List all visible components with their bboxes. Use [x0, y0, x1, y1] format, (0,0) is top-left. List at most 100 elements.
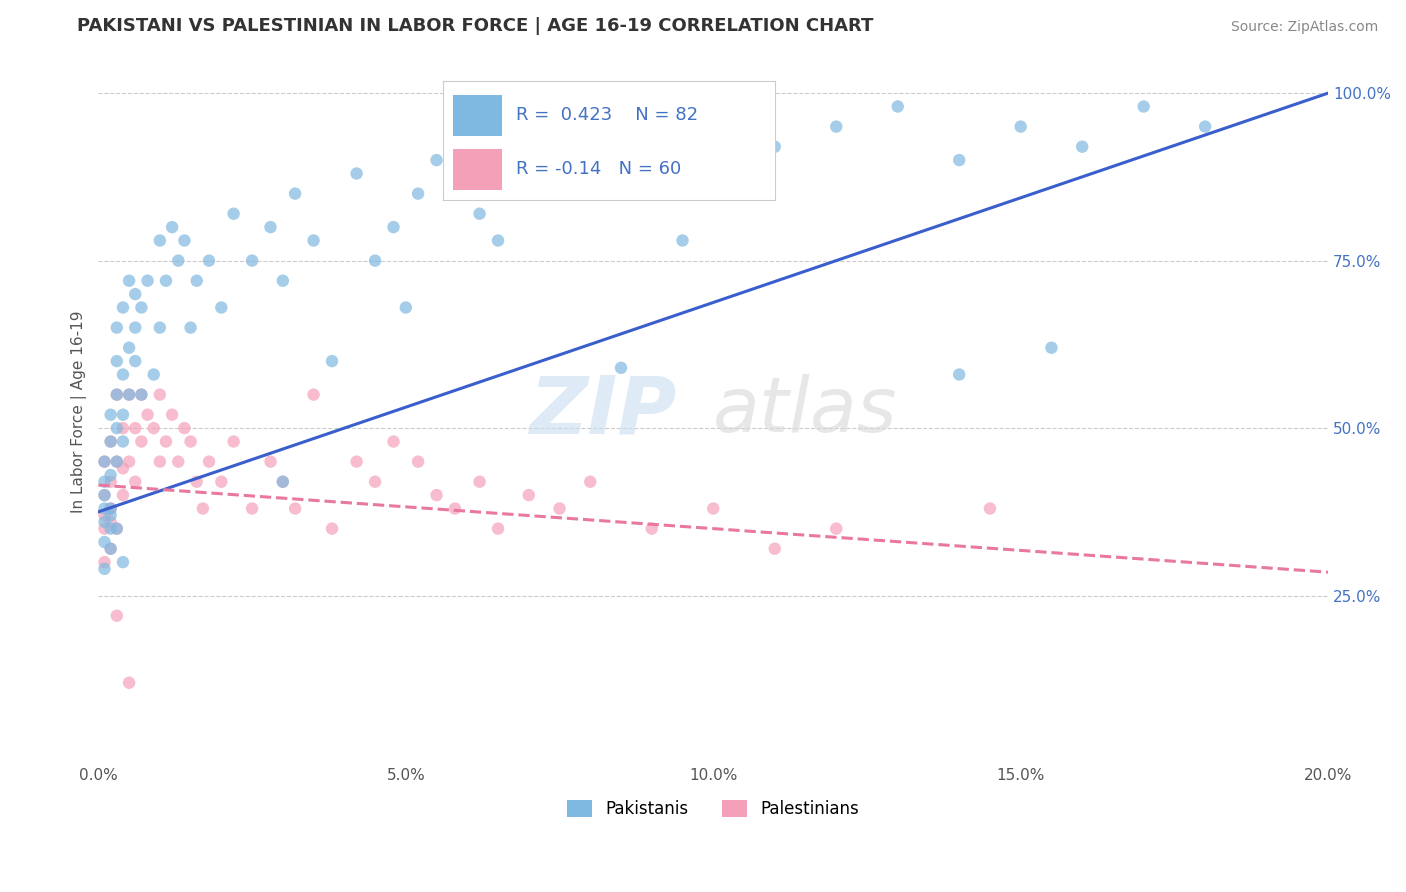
- Palestinians: [131, 387, 153, 401]
- Pakistanis: [93, 488, 115, 502]
- Pakistanis: [406, 186, 429, 201]
- Pakistanis: [240, 253, 263, 268]
- Palestinians: [763, 541, 786, 556]
- Palestinians: [118, 675, 141, 690]
- Pakistanis: [222, 207, 245, 221]
- Pakistanis: [321, 354, 343, 368]
- Palestinians: [191, 501, 214, 516]
- Pakistanis: [259, 220, 281, 235]
- Pakistanis: [160, 220, 183, 235]
- Text: PAKISTANI VS PALESTINIAN IN LABOR FORCE | AGE 16-19 CORRELATION CHART: PAKISTANI VS PALESTINIAN IN LABOR FORCE …: [77, 17, 873, 35]
- Pakistanis: [1194, 120, 1216, 134]
- Y-axis label: In Labor Force | Age 16-19: In Labor Force | Age 16-19: [72, 310, 87, 513]
- Pakistanis: [93, 535, 115, 549]
- Palestinians: [142, 421, 165, 435]
- Palestinians: [160, 408, 183, 422]
- Pakistanis: [149, 320, 172, 334]
- Pakistanis: [444, 167, 467, 181]
- Palestinians: [105, 608, 128, 623]
- Text: ZIP: ZIP: [529, 372, 676, 450]
- Pakistanis: [167, 253, 190, 268]
- Pakistanis: [763, 139, 786, 153]
- Pakistanis: [105, 455, 128, 469]
- Palestinians: [111, 421, 134, 435]
- Palestinians: [240, 501, 263, 516]
- Palestinians: [979, 501, 1001, 516]
- Pakistanis: [105, 387, 128, 401]
- Pakistanis: [155, 274, 177, 288]
- Pakistanis: [111, 368, 134, 382]
- Palestinians: [131, 434, 153, 449]
- Palestinians: [149, 455, 172, 469]
- Palestinians: [271, 475, 294, 489]
- Pakistanis: [105, 421, 128, 435]
- Pakistanis: [395, 301, 418, 315]
- Palestinians: [180, 434, 202, 449]
- Pakistanis: [131, 387, 153, 401]
- Pakistanis: [1010, 120, 1032, 134]
- Palestinians: [105, 522, 128, 536]
- Pakistanis: [1071, 139, 1094, 153]
- Pakistanis: [118, 274, 141, 288]
- Palestinians: [100, 515, 122, 529]
- Pakistanis: [486, 234, 509, 248]
- Palestinians: [444, 501, 467, 516]
- Pakistanis: [271, 475, 294, 489]
- Pakistanis: [271, 274, 294, 288]
- Palestinians: [93, 555, 115, 569]
- Palestinians: [382, 434, 405, 449]
- Pakistanis: [100, 434, 122, 449]
- Pakistanis: [93, 455, 115, 469]
- Palestinians: [155, 434, 177, 449]
- Pakistanis: [100, 408, 122, 422]
- Palestinians: [124, 421, 146, 435]
- Pakistanis: [610, 153, 633, 167]
- Pakistanis: [93, 501, 115, 516]
- Pakistanis: [105, 354, 128, 368]
- Pakistanis: [111, 301, 134, 315]
- Palestinians: [100, 541, 122, 556]
- Pakistanis: [100, 508, 122, 523]
- Pakistanis: [111, 555, 134, 569]
- Pakistanis: [100, 468, 122, 483]
- Pakistanis: [610, 360, 633, 375]
- Palestinians: [93, 488, 115, 502]
- Legend: Pakistanis, Palestinians: Pakistanis, Palestinians: [561, 794, 866, 825]
- Pakistanis: [118, 387, 141, 401]
- Palestinians: [118, 387, 141, 401]
- Pakistanis: [530, 167, 553, 181]
- Pakistanis: [948, 153, 970, 167]
- Palestinians: [93, 508, 115, 523]
- Palestinians: [186, 475, 208, 489]
- Pakistanis: [124, 320, 146, 334]
- Pakistanis: [136, 274, 159, 288]
- Palestinians: [579, 475, 602, 489]
- Pakistanis: [124, 287, 146, 301]
- Palestinians: [124, 475, 146, 489]
- Pakistanis: [100, 541, 122, 556]
- Palestinians: [105, 387, 128, 401]
- Pakistanis: [131, 301, 153, 315]
- Palestinians: [321, 522, 343, 536]
- Pakistanis: [671, 139, 693, 153]
- Pakistanis: [579, 186, 602, 201]
- Text: Source: ZipAtlas.com: Source: ZipAtlas.com: [1230, 21, 1378, 34]
- Palestinians: [111, 488, 134, 502]
- Pakistanis: [302, 234, 325, 248]
- Palestinians: [111, 461, 134, 475]
- Palestinians: [105, 455, 128, 469]
- Pakistanis: [100, 501, 122, 516]
- Pakistanis: [702, 167, 724, 181]
- Pakistanis: [825, 120, 848, 134]
- Pakistanis: [382, 220, 405, 235]
- Palestinians: [209, 475, 232, 489]
- Pakistanis: [105, 522, 128, 536]
- Pakistanis: [948, 368, 970, 382]
- Pakistanis: [198, 253, 221, 268]
- Palestinians: [284, 501, 307, 516]
- Palestinians: [100, 434, 122, 449]
- Pakistanis: [149, 234, 172, 248]
- Palestinians: [173, 421, 195, 435]
- Pakistanis: [364, 253, 387, 268]
- Palestinians: [406, 455, 429, 469]
